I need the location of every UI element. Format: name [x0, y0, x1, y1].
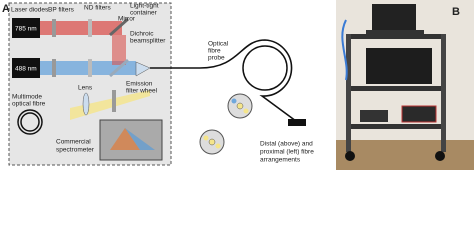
label: 785 nm	[15, 26, 37, 33]
fibre-core	[231, 98, 237, 104]
fibre-core	[215, 143, 221, 149]
label: spectrometer	[56, 147, 95, 154]
instrument-box	[366, 48, 432, 84]
fibre-core	[236, 102, 244, 110]
spectrum	[110, 128, 140, 150]
bp-filter	[52, 19, 56, 37]
spectrum	[125, 128, 155, 150]
fibre-coil	[20, 112, 40, 132]
label: beamsplitter	[130, 38, 166, 45]
panel-label: B	[452, 6, 460, 18]
label: container	[130, 10, 158, 17]
label: 488 nm	[15, 66, 37, 73]
beamsplitter	[109, 58, 129, 78]
label: filter wheel	[126, 88, 158, 95]
fibre-core	[208, 138, 216, 146]
label: probe	[208, 55, 225, 62]
label: Commercial	[56, 139, 91, 146]
nd-filter	[88, 59, 92, 77]
laptop-screen	[372, 4, 416, 30]
cart-shelf	[346, 124, 446, 129]
fibre	[341, 19, 348, 81]
label: Emission	[126, 81, 153, 88]
red-beam-down	[112, 35, 126, 65]
probe-fibre	[150, 39, 301, 125]
label: fibre	[208, 48, 221, 55]
cart-leg	[441, 34, 446, 152]
laser-785	[12, 18, 40, 38]
wheel	[345, 151, 355, 161]
panel-a: A Laser diodes BP filters ND	[2, 2, 314, 166]
cart-shelf	[346, 34, 446, 39]
label: Mirror	[118, 16, 136, 23]
emission-beam	[70, 90, 150, 120]
figure: A Laser diodes BP filters ND	[2, 0, 474, 170]
laptop-base	[366, 30, 424, 34]
filter-wheel	[112, 90, 116, 112]
label: optical fibre	[12, 101, 46, 108]
label: Multimode	[12, 94, 42, 101]
coupling-lens	[135, 61, 151, 77]
cart-shelf	[346, 86, 446, 91]
case	[401, 105, 437, 123]
bp-filter	[52, 59, 56, 77]
lens	[82, 92, 90, 116]
mirror	[109, 17, 129, 37]
laser-488	[12, 58, 40, 78]
label: BP filters	[48, 7, 75, 14]
probe-tip	[288, 119, 306, 126]
wheel	[435, 151, 445, 161]
nd-filter	[88, 19, 92, 37]
label: arrangements	[260, 157, 301, 164]
spectrometer	[360, 110, 388, 122]
label: Light-tight	[130, 3, 159, 10]
panel-b: B	[336, 0, 474, 170]
label: Distal (above) and	[260, 141, 313, 148]
label: Optical	[208, 41, 229, 48]
panel-label: A	[2, 3, 10, 15]
label: Lens	[78, 85, 93, 92]
label: ND filters	[84, 5, 111, 12]
page: A Laser diodes BP filters ND	[0, 0, 474, 170]
probe-coil	[242, 45, 288, 91]
label: Dichroic	[130, 31, 154, 38]
fibre-core	[243, 108, 249, 114]
floor	[336, 140, 474, 170]
label: proximal (left) fibre	[260, 149, 314, 156]
fibre-core	[203, 135, 209, 141]
label: Laser diodes	[11, 7, 49, 14]
fibre-coil	[17, 109, 43, 135]
cart-leg	[346, 34, 351, 152]
red-beam	[40, 21, 122, 35]
